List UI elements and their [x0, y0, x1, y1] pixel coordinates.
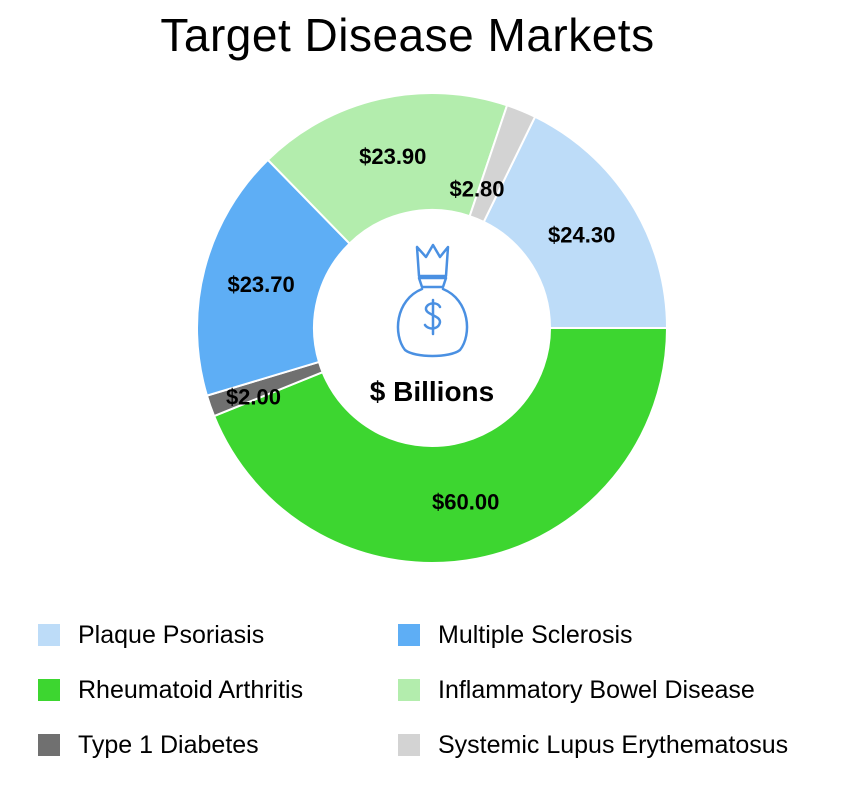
slice-labels: $24.30 $60.00 $2.00 $23.70 $23.90 $2.80	[226, 144, 615, 514]
chart-title: Target Disease Markets	[160, 9, 655, 61]
donut-slices	[196, 92, 669, 564]
slice-label: $23.70	[227, 272, 294, 297]
slice-label: $60.00	[432, 489, 499, 514]
slice-label: $2.80	[449, 177, 504, 202]
slice-plaque-psoriasis	[482, 115, 669, 329]
center-label: $ Billions	[370, 376, 494, 407]
money-bag-icon	[396, 243, 469, 358]
slice-label: $23.90	[359, 144, 426, 169]
slice-label: $2.00	[226, 385, 281, 410]
slice-label: $24.30	[548, 222, 615, 247]
